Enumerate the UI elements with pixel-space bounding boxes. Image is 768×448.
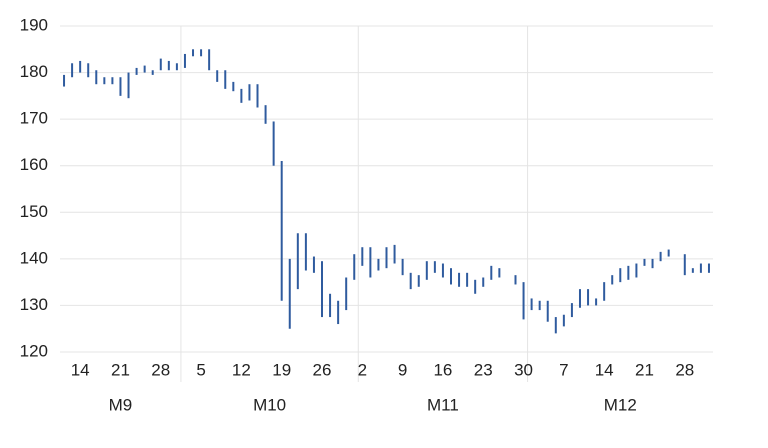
x-tick-label: 21 bbox=[635, 360, 654, 379]
x-tick-label: 2 bbox=[358, 360, 367, 379]
month-label: M12 bbox=[604, 395, 637, 414]
x-tick-label: 14 bbox=[595, 360, 614, 379]
x-tick-label: 21 bbox=[111, 360, 130, 379]
month-label: M10 bbox=[253, 395, 286, 414]
y-tick-label: 140 bbox=[20, 248, 48, 267]
month-label: M11 bbox=[427, 395, 459, 414]
x-tick-label: 14 bbox=[71, 360, 90, 379]
x-tick-label: 9 bbox=[398, 360, 407, 379]
x-tick-label: 23 bbox=[474, 360, 493, 379]
x-tick-label: 12 bbox=[232, 360, 251, 379]
x-tick-label: 26 bbox=[313, 360, 332, 379]
y-tick-label: 130 bbox=[20, 295, 48, 314]
y-tick-label: 170 bbox=[20, 109, 48, 128]
month-label: M9 bbox=[109, 395, 133, 414]
y-tick-label: 150 bbox=[20, 202, 48, 221]
y-tick-label: 160 bbox=[20, 155, 48, 174]
x-tick-label: 19 bbox=[272, 360, 291, 379]
x-tick-label: 16 bbox=[433, 360, 452, 379]
x-tick-label: 7 bbox=[559, 360, 568, 379]
x-tick-label: 28 bbox=[151, 360, 170, 379]
y-tick-label: 120 bbox=[20, 341, 48, 360]
x-tick-label: 30 bbox=[514, 360, 533, 379]
y-tick-label: 190 bbox=[20, 15, 48, 34]
y-tick-label: 180 bbox=[20, 62, 48, 81]
x-tick-label: 28 bbox=[675, 360, 694, 379]
x-tick-label: 5 bbox=[196, 360, 205, 379]
